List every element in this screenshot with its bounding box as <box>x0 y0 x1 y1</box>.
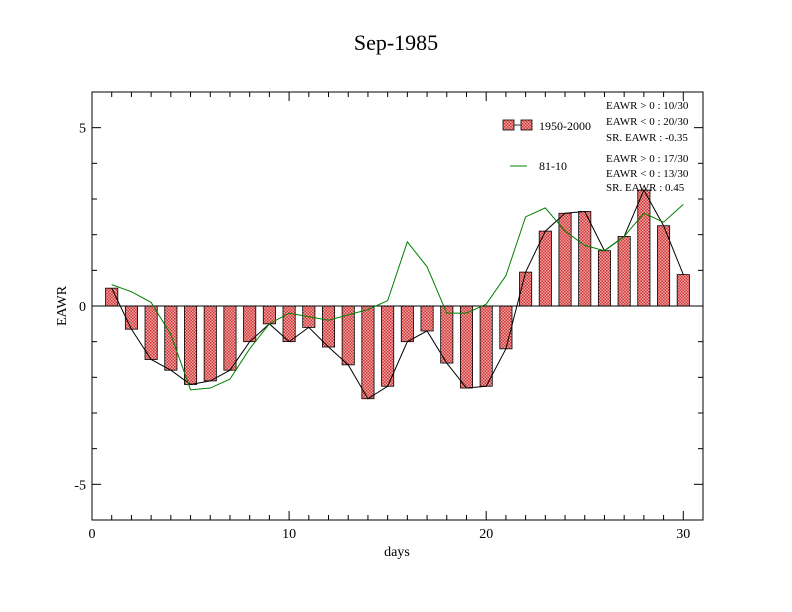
bar-day-27 <box>617 236 631 307</box>
bar-day-25 <box>578 211 592 307</box>
bar-day-2 <box>124 305 138 330</box>
series-line-1950-2000 <box>111 188 684 400</box>
bar-day-3 <box>144 305 158 360</box>
bar-day-7 <box>223 305 237 371</box>
series-line-81-10 <box>111 203 684 391</box>
bar-day-14 <box>361 305 375 400</box>
y-tick-label: -5 <box>74 478 86 493</box>
bar-day-28 <box>637 189 651 307</box>
legend-label-bars: 1950-2000 <box>539 119 591 133</box>
bars-layer <box>105 189 690 400</box>
bar-day-20 <box>479 305 493 387</box>
bar-day-17 <box>420 305 434 332</box>
stat-line: SR. EAWR : -0.35 <box>606 132 688 144</box>
bar-day-19 <box>459 305 473 389</box>
bar-day-21 <box>499 305 513 350</box>
bar-day-12 <box>322 305 336 348</box>
x-axis-label: days <box>384 545 410 560</box>
bar-day-30 <box>676 274 690 307</box>
stat-line: EAWR > 0 : 10/30 <box>606 100 689 112</box>
ticks-layer: 0 10 20 30 -5 0 5 <box>74 91 704 542</box>
bar-day-24 <box>558 212 572 307</box>
bar-day-5 <box>184 305 198 385</box>
legend: 1950-2000 81-10 <box>502 119 591 173</box>
bar-day-10 <box>282 305 296 343</box>
legend-label-line: 81-10 <box>539 159 567 173</box>
y-axis-label: EAWR <box>55 285 70 326</box>
bar-day-18 <box>440 305 454 364</box>
series-lines-layer <box>111 188 684 400</box>
bar-day-29 <box>657 225 671 307</box>
bar-day-8 <box>243 305 257 343</box>
x-tick-label: 20 <box>479 527 493 542</box>
stat-line: EAWR < 0 : 20/30 <box>606 116 689 128</box>
bar-day-26 <box>597 250 611 307</box>
bar-day-6 <box>203 305 217 382</box>
y-tick-label: 0 <box>79 300 86 315</box>
chart-title: Sep-1985 <box>354 30 438 55</box>
x-tick-label: 0 <box>89 527 96 542</box>
stat-line: SR. EAWR : 0.45 <box>606 182 685 194</box>
stat-line: EAWR > 0 : 17/30 <box>606 153 689 165</box>
legend-bar-swatch-left <box>502 119 515 131</box>
bar-day-23 <box>538 230 552 307</box>
bar-day-15 <box>381 305 395 387</box>
x-tick-label: 10 <box>282 527 296 542</box>
stats-block-2: EAWR > 0 : 17/30 EAWR < 0 : 13/30 SR. EA… <box>606 153 689 194</box>
x-tick-label: 30 <box>676 527 690 542</box>
stats-block-1: EAWR > 0 : 10/30 EAWR < 0 : 20/30 SR. EA… <box>606 100 689 144</box>
legend-bar-swatch-right <box>520 119 533 131</box>
bar-day-4 <box>164 305 178 371</box>
stat-line: EAWR < 0 : 13/30 <box>606 168 689 180</box>
y-tick-label: 5 <box>79 122 86 137</box>
bar-day-16 <box>400 305 414 343</box>
